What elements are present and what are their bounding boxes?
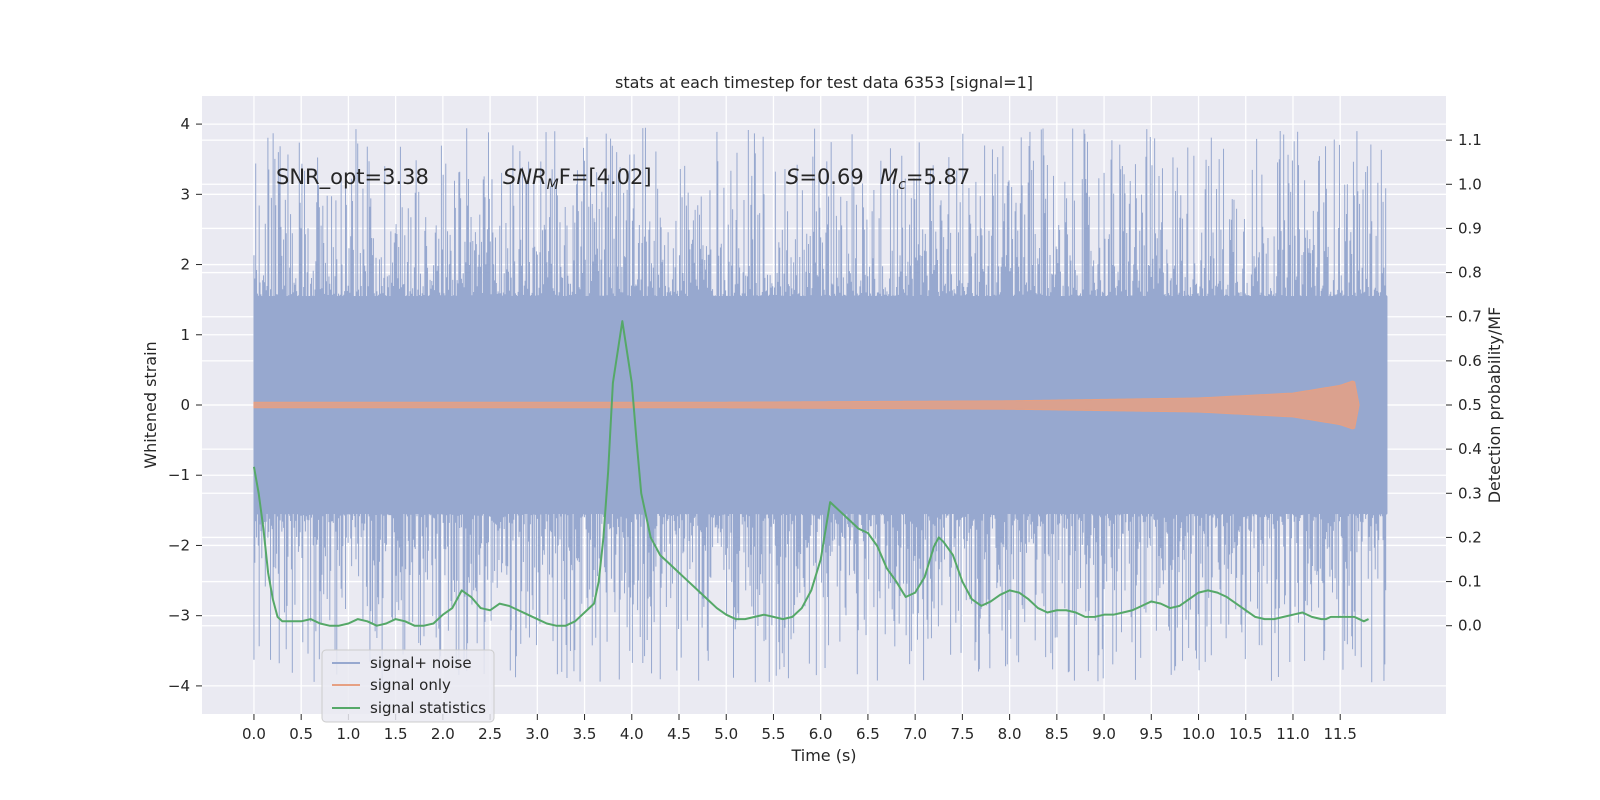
y-right-tick-label: 0.5 [1458,396,1482,414]
x-tick-label: 5.5 [762,725,786,743]
y-right-tick-label: 0.9 [1458,219,1482,237]
annotation-s: S=0.69 [786,165,864,189]
y-right-tick-label: 0.4 [1458,440,1482,458]
x-tick-label: 5.0 [714,725,738,743]
y-right-tick-label: 0.2 [1458,528,1482,546]
y-axis-left: 4 3 2 1 0 −1 −2 −3 −4 [168,115,202,695]
y-left-tick-label: 2 [180,256,190,274]
y-left-tick-label: 4 [180,115,190,133]
x-tick-label: 3.5 [573,725,597,743]
x-tick-label: 7.5 [950,725,974,743]
x-tick-label: 0.0 [242,725,266,743]
x-axis-label: Time (s) [790,746,856,765]
x-tick-label: 11.5 [1324,725,1357,743]
chirp-envelope [253,380,1360,430]
legend-label-signal-statistics: signal statistics [370,699,486,717]
annotation-mc: Mc=5.87 [880,165,970,193]
y-axis-left-label: Whitened strain [141,341,160,468]
x-tick-label: 10.5 [1229,725,1262,743]
legend-box [321,649,495,723]
y-left-tick-label: −3 [168,607,190,625]
statistics-line [252,320,1369,627]
s-value: =0.69 [799,165,863,189]
x-tick-label: 0.5 [289,725,313,743]
s-label: S [786,165,799,189]
y-left-tick-label: 1 [180,326,190,344]
y-right-tick-label: 0.6 [1458,352,1482,370]
y-right-tick-label: 0.7 [1458,308,1482,326]
x-tick-label: 4.5 [667,725,691,743]
x-tick-label: 11.0 [1276,725,1309,743]
x-tick-label: 1.5 [384,725,408,743]
x-tick-label: 2.5 [478,725,502,743]
y-left-tick-label: −1 [168,466,190,484]
snr-mf-base: SNR [503,165,547,189]
y-left-tick-label: −2 [168,536,190,554]
x-tick-label: 9.0 [1092,725,1116,743]
y-right-tick-label: 0.8 [1458,264,1482,282]
x-tick-label: 4.0 [620,725,644,743]
x-tick-label: 9.5 [1139,725,1163,743]
annotations: SNR_opt=3.38 SNRMF=[4.02] S=0.69 Mc=5.87 [276,165,970,193]
y-right-tick-label: 0.1 [1458,573,1482,591]
x-tick-label: 2.0 [431,725,455,743]
x-tick-label: 10.0 [1182,725,1215,743]
legend-label-signal-noise: signal+ noise [370,654,472,672]
x-tick-label: 6.5 [856,725,880,743]
series-signal-statistics [252,320,1369,627]
y-left-tick-label: 3 [180,185,190,203]
series-signal-only [253,380,1360,430]
annotation-snr-opt: SNR_opt=3.38 [276,165,429,190]
x-axis: 0.0 0.5 1.0 1.5 2.0 2.5 3.0 3.5 4.0 4.5 5.0 5.5 6.0 6… [242,714,1357,743]
y-left-tick-label: −4 [168,677,190,695]
y-left-tick-label: 0 [180,396,190,414]
chart-title: stats at each timestep for test data 635… [615,73,1033,92]
legend-label-signal-only: signal only [370,676,451,694]
x-tick-label: 6.0 [809,725,833,743]
snr-mf-sub: M [547,177,559,193]
y-axis-right-label: Detection probability/MF [1485,307,1504,504]
annotation-snr-mf: SNRMF=[4.02] [503,165,652,193]
y-right-tick-label: 0.3 [1458,484,1482,502]
mc-base: M [880,165,898,189]
x-tick-label: 3.0 [525,725,549,743]
y-axis-right: 1.1 1.0 0.9 0.8 0.7 0.6 0.5 0.4 0.3 0.2 0.1 0.0 [1446,131,1482,635]
y-right-tick-label: 0.0 [1458,617,1482,635]
legend: signal+ noise signal only signal statist… [321,649,495,723]
x-tick-label: 1.0 [336,725,360,743]
y-right-tick-label: 1.1 [1458,131,1482,149]
y-right-tick-label: 1.0 [1458,175,1482,193]
mc-sub: c [898,177,906,193]
x-tick-label: 8.5 [1045,725,1069,743]
x-tick-label: 7.0 [903,725,927,743]
snr-mf-rest: F=[4.02] [559,165,652,189]
x-tick-label: 8.0 [998,725,1022,743]
mc-value: =5.87 [906,165,970,189]
